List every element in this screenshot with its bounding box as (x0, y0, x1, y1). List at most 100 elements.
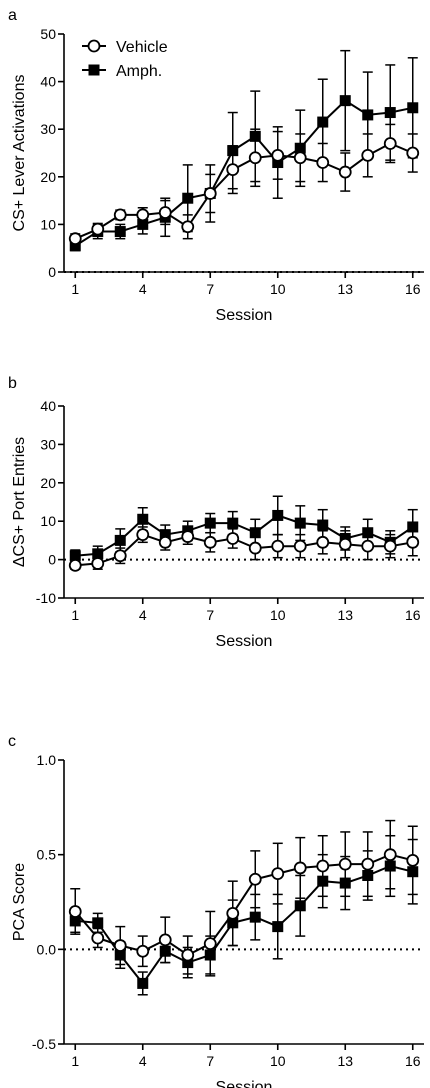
x-tick-label: 13 (337, 1053, 353, 1069)
data-point-circle (271, 539, 285, 553)
data-point-circle (113, 939, 127, 952)
x-tick-label: 4 (139, 1053, 147, 1069)
data-point-square (182, 192, 194, 204)
y-tick-label: 30 (40, 121, 56, 137)
data-point-square (294, 900, 306, 912)
data-point-circle (293, 539, 307, 553)
y-tick-label: -0.5 (32, 1036, 56, 1052)
data-point-circle (271, 148, 285, 162)
panel-c: c -0.5 0.0 0.5 1.0 1 4 7 10 13 16 Session PCA Score (8, 733, 424, 1088)
y-tick-label: 0.0 (37, 941, 57, 957)
series-amph (69, 49, 419, 252)
panel-letter: b (8, 375, 17, 392)
data-point-square (92, 548, 104, 560)
data-point-circle (406, 853, 420, 867)
data-point-square (272, 509, 284, 521)
y-tick-label: 10 (40, 216, 56, 232)
data-point-square (294, 517, 306, 529)
data-point-circle (226, 163, 240, 177)
x-tick-label: 7 (206, 281, 214, 297)
series-line (75, 533, 413, 567)
x-tick-label: 10 (270, 1053, 286, 1069)
data-point-circle (248, 872, 262, 886)
data-point-circle (316, 859, 330, 873)
data-point-square (317, 519, 329, 531)
data-point-circle (248, 151, 262, 165)
data-point-square (362, 109, 374, 121)
y-tick-label: 0 (48, 552, 56, 568)
data-point-circle (248, 541, 262, 555)
y-tick-label: 40 (40, 74, 56, 90)
y-tick-label: 50 (40, 26, 56, 42)
data-point-circle (361, 857, 375, 871)
y-tick-label: 10 (40, 513, 56, 529)
legend-label: Vehicle (116, 39, 168, 56)
legend: Vehicle Amph. (82, 39, 168, 80)
x-axis-title: Session (216, 1079, 273, 1088)
data-point-circle (338, 537, 352, 551)
y-tick-label: 1.0 (37, 752, 57, 768)
data-point-circle (406, 535, 420, 549)
data-point-circle (226, 906, 240, 920)
data-point-circle (158, 206, 172, 219)
series-vehicle (68, 819, 420, 977)
data-point-circle (181, 948, 195, 962)
data-point-circle (181, 530, 195, 543)
x-tick-label: 4 (139, 607, 147, 623)
legend-marker-circle (87, 39, 101, 53)
x-tick-label: 16 (405, 281, 421, 297)
x-axis-title: Session (216, 307, 273, 324)
data-point-square (407, 102, 419, 114)
series-line (75, 864, 414, 986)
data-point-circle (383, 137, 397, 150)
x-tick-label: 16 (405, 607, 421, 623)
x-tick-label: 7 (206, 1053, 214, 1069)
series-line (74, 142, 414, 240)
y-tick-label: 20 (40, 169, 56, 185)
data-point-square (69, 550, 81, 562)
data-point-circle (203, 937, 217, 951)
data-point-square (272, 921, 284, 933)
data-point-circle (158, 535, 172, 549)
data-point-square (137, 977, 149, 989)
data-point-square (227, 517, 239, 529)
x-tick-label: 1 (71, 607, 79, 623)
x-tick-label: 7 (206, 607, 214, 623)
series-line (74, 853, 414, 957)
data-point-circle (181, 220, 195, 234)
data-point-circle (91, 222, 105, 236)
data-point-circle (338, 165, 352, 179)
data-point-square (249, 527, 261, 539)
x-tick-label: 10 (270, 281, 286, 297)
x-tick-label: 16 (405, 1053, 421, 1069)
data-point-circle (361, 148, 375, 162)
data-point-circle (338, 857, 352, 871)
y-axis-title: CS+ Lever Activations (11, 75, 28, 232)
x-tick-label: 13 (337, 281, 353, 297)
data-point-circle (68, 232, 82, 246)
series-line (74, 99, 414, 247)
data-point-circle (113, 208, 127, 222)
data-point-circle (91, 931, 105, 945)
y-tick-label: 20 (40, 475, 56, 491)
panel-letter: c (8, 733, 16, 750)
data-point-square (69, 240, 81, 252)
panel-b: b -10 0 10 20 30 40 1 4 7 10 13 16 Session ΔCS+ Port E… (8, 375, 424, 650)
data-point-circle (383, 539, 397, 553)
data-point-square (384, 107, 396, 119)
series-vehicle (68, 526, 420, 572)
data-point-circle (383, 848, 397, 862)
data-point-circle (226, 532, 240, 545)
y-tick-label: -10 (36, 590, 56, 606)
data-point-circle (203, 535, 217, 549)
data-point-square (204, 517, 216, 529)
y-tick-label: 30 (40, 436, 56, 452)
x-tick-label: 13 (337, 607, 353, 623)
data-point-circle (406, 146, 420, 160)
data-point-circle (91, 557, 105, 570)
data-point-circle (293, 151, 307, 165)
x-tick-label: 1 (71, 1053, 79, 1069)
legend-label: Amph. (116, 63, 162, 80)
y-tick-label: 40 (40, 398, 56, 414)
